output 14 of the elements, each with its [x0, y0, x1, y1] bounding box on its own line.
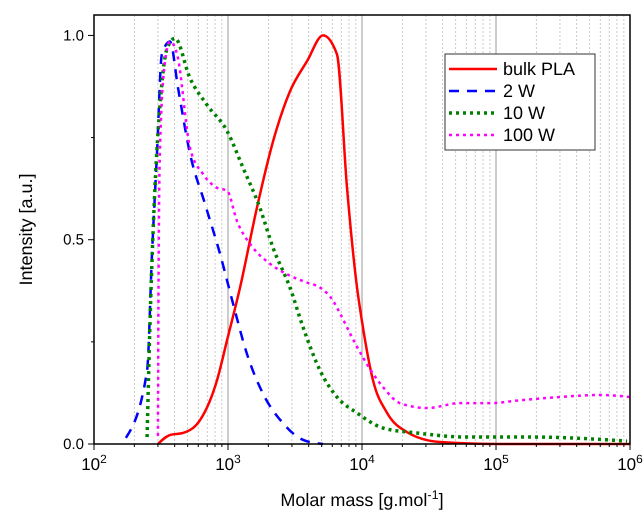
x-tick-label: 10$^{4}$	[349, 452, 376, 474]
legend-label: 100 W	[503, 125, 556, 145]
x-axis-title: Molar mass [g.mol$^{-1}$]	[280, 488, 444, 510]
legend-label: 10 W	[503, 103, 546, 123]
x-tick-label: 10$^{2}$	[81, 452, 108, 474]
y-tick-label: 0.0	[63, 436, 84, 453]
x-tick-label: 10$^{6}$	[617, 452, 644, 474]
x-tick-label: 10$^{3}$	[215, 452, 242, 474]
y-tick-label: 0.5	[63, 232, 84, 249]
y-axis-title: Intensity [a.u.]	[16, 173, 36, 286]
legend-label: 2 W	[503, 81, 536, 101]
legend-label: bulk PLA	[503, 59, 576, 79]
x-tick-label: 10$^{5}$	[483, 452, 510, 474]
y-tick-label: 1.0	[63, 27, 84, 44]
